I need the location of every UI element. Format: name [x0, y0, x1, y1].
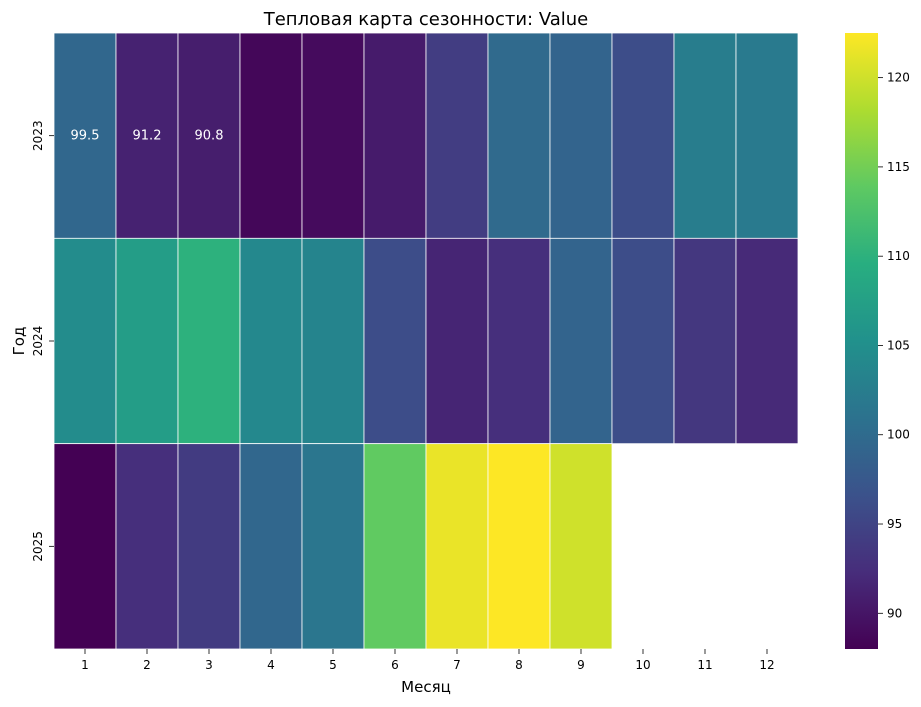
colorbar-tick-label: 95: [887, 517, 902, 531]
heatmap-cell: [53, 32, 117, 239]
y-axis-ticks: 2023 2024 2025: [31, 120, 54, 562]
heatmap-cell: [611, 32, 675, 239]
colorbar-tick-label: 110: [887, 249, 910, 263]
heatmap-cell: [239, 237, 303, 445]
heatmap-cell: [549, 237, 613, 445]
x-tick-label: 10: [635, 658, 650, 672]
x-tick-label: 12: [759, 658, 774, 672]
y-tick-label: 2024: [31, 326, 45, 357]
chart-title: Тепловая карта сезонности: Value: [263, 9, 589, 30]
colorbar-tick-label: 115: [887, 160, 910, 174]
heatmap-cell: [115, 443, 179, 650]
x-tick-label: 4: [267, 658, 275, 672]
heatmap-cell: [549, 32, 613, 239]
y-axis-label: Год: [10, 327, 28, 356]
x-tick-label: 1: [81, 658, 89, 672]
heatmap-cell: [363, 237, 427, 445]
heatmap-cell: [115, 237, 179, 445]
colorbar: [845, 33, 878, 649]
y-tick-label: 2023: [31, 120, 45, 151]
colorbar-ticks: 90 95 100 105 110 115 120: [878, 71, 910, 620]
heatmap-cell: [487, 32, 551, 239]
heatmap-cell: [673, 237, 737, 445]
heatmap-cell: [425, 237, 489, 445]
x-tick-label: 7: [453, 658, 461, 672]
heatmap-cell: [487, 237, 551, 445]
x-tick-label: 2: [143, 658, 151, 672]
cell-annotation: 91.2: [133, 129, 162, 144]
heatmap-cell: [301, 443, 365, 650]
y-tick-label: 2025: [31, 531, 45, 562]
cell-annotation: 90.8: [195, 129, 224, 144]
heatmap-cells: [53, 32, 799, 650]
colorbar-tick-label: 120: [887, 71, 910, 85]
heatmap-cell: [363, 32, 427, 239]
heatmap-cell: [239, 32, 303, 239]
heatmap-cell: [425, 443, 489, 650]
heatmap-cell: [611, 237, 675, 445]
cell-annotations: 99.5 91.2 90.8: [71, 129, 224, 144]
x-tick-label: 6: [391, 658, 399, 672]
heatmap-cell: [115, 32, 179, 239]
x-tick-label: 5: [329, 658, 337, 672]
heatmap-cell: [239, 443, 303, 650]
x-axis-label: Месяц: [401, 678, 451, 696]
heatmap-cell: [549, 443, 613, 650]
colorbar-tick-label: 100: [887, 428, 910, 442]
cell-annotation: 99.5: [71, 129, 100, 144]
x-tick-label: 9: [577, 658, 585, 672]
heatmap-cell: [177, 32, 241, 239]
colorbar-tick-label: 105: [887, 338, 910, 352]
heatmap-cell: [53, 443, 117, 650]
heatmap-cell: [673, 32, 737, 239]
heatmap-cell: [735, 237, 799, 445]
heatmap-cell: [735, 32, 799, 239]
heatmap-cell: [53, 237, 117, 445]
heatmap-cell: [301, 237, 365, 445]
x-tick-label: 3: [205, 658, 213, 672]
x-tick-label: 11: [697, 658, 712, 672]
heatmap-cell: [425, 32, 489, 239]
heatmap-cell: [487, 443, 551, 650]
x-tick-label: 8: [515, 658, 523, 672]
heatmap-cell: [363, 443, 427, 650]
heatmap-cell: [177, 443, 241, 650]
colorbar-tick-label: 90: [887, 606, 902, 620]
heatmap-cell: [301, 32, 365, 239]
x-axis-ticks: 1 2 3 4 5 6 7 8 9 10 11 12: [81, 649, 775, 672]
heatmap-cell: [177, 237, 241, 445]
